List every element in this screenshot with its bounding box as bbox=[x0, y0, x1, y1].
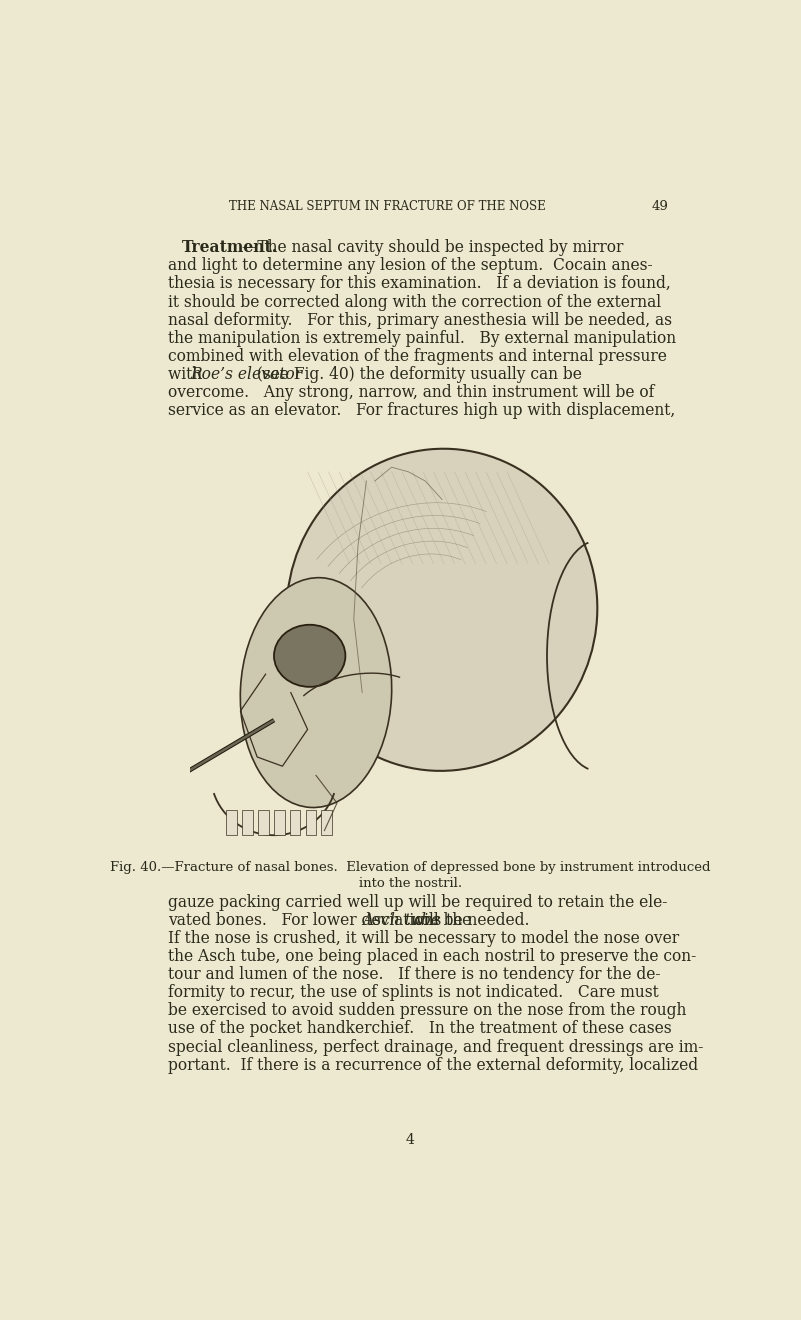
Text: and light to determine any lesion of the septum.  Cocain anes-: and light to determine any lesion of the… bbox=[168, 257, 653, 275]
Text: will be needed.: will be needed. bbox=[405, 912, 529, 929]
Text: Roe’s elevator: Roe’s elevator bbox=[191, 366, 303, 383]
Text: be exercised to avoid sudden pressure on the nose from the rough: be exercised to avoid sudden pressure on… bbox=[168, 1002, 686, 1019]
Bar bbox=[226, 810, 236, 836]
Ellipse shape bbox=[274, 624, 345, 686]
Text: portant.  If there is a recurrence of the external deformity, localized: portant. If there is a recurrence of the… bbox=[168, 1056, 698, 1073]
Bar bbox=[289, 810, 300, 836]
Text: the Asch tube, one being placed in each nostril to preserve the con-: the Asch tube, one being placed in each … bbox=[168, 948, 697, 965]
Ellipse shape bbox=[240, 578, 392, 808]
Text: combined with elevation of the fragments and internal pressure: combined with elevation of the fragments… bbox=[168, 348, 667, 364]
Text: Treatment.: Treatment. bbox=[183, 239, 279, 256]
Bar bbox=[305, 810, 316, 836]
Text: overcome.   Any strong, narrow, and thin instrument will be of: overcome. Any strong, narrow, and thin i… bbox=[168, 384, 654, 401]
Text: Asch tube: Asch tube bbox=[362, 912, 440, 929]
Text: thesia is necessary for this examination.   If a deviation is found,: thesia is necessary for this examination… bbox=[168, 276, 671, 293]
Text: formity to recur, the use of splints is not indicated.   Care must: formity to recur, the use of splints is … bbox=[168, 985, 659, 1002]
Text: it should be corrected along with the correction of the external: it should be corrected along with the co… bbox=[168, 293, 662, 310]
Text: 4: 4 bbox=[406, 1133, 415, 1147]
Text: THE NASAL SEPTUM IN FRACTURE OF THE NOSE: THE NASAL SEPTUM IN FRACTURE OF THE NOSE bbox=[229, 199, 545, 213]
Text: gauze packing carried well up will be required to retain the ele-: gauze packing carried well up will be re… bbox=[168, 894, 668, 911]
Bar bbox=[274, 810, 284, 836]
Text: use of the pocket handkerchief.   In the treatment of these cases: use of the pocket handkerchief. In the t… bbox=[168, 1020, 672, 1038]
Text: with: with bbox=[168, 366, 207, 383]
Text: into the nostril.: into the nostril. bbox=[359, 876, 462, 890]
Text: special cleanliness, perfect drainage, and frequent dressings are im-: special cleanliness, perfect drainage, a… bbox=[168, 1039, 704, 1056]
Text: service as an elevator.   For fractures high up with displacement,: service as an elevator. For fractures hi… bbox=[168, 403, 675, 420]
Text: (see Fig. 40) the deformity usually can be: (see Fig. 40) the deformity usually can … bbox=[252, 366, 582, 383]
Bar bbox=[258, 810, 268, 836]
Text: Fig. 40.—Fracture of nasal bones.  Elevation of depressed bone by instrument int: Fig. 40.—Fracture of nasal bones. Elevat… bbox=[111, 862, 710, 874]
Text: 49: 49 bbox=[651, 199, 668, 213]
Ellipse shape bbox=[287, 449, 598, 771]
Text: vated bones.   For lower deviations the: vated bones. For lower deviations the bbox=[168, 912, 477, 929]
Bar bbox=[242, 810, 252, 836]
Text: If the nose is crushed, it will be necessary to model the nose over: If the nose is crushed, it will be neces… bbox=[168, 929, 679, 946]
Text: the manipulation is extremely painful.   By external manipulation: the manipulation is extremely painful. B… bbox=[168, 330, 677, 347]
Text: tour and lumen of the nose.   If there is no tendency for the de-: tour and lumen of the nose. If there is … bbox=[168, 966, 661, 983]
Text: nasal deformity.   For this, primary anesthesia will be needed, as: nasal deformity. For this, primary anest… bbox=[168, 312, 672, 329]
Bar bbox=[321, 810, 332, 836]
Text: —The nasal cavity should be inspected by mirror: —The nasal cavity should be inspected by… bbox=[242, 239, 623, 256]
